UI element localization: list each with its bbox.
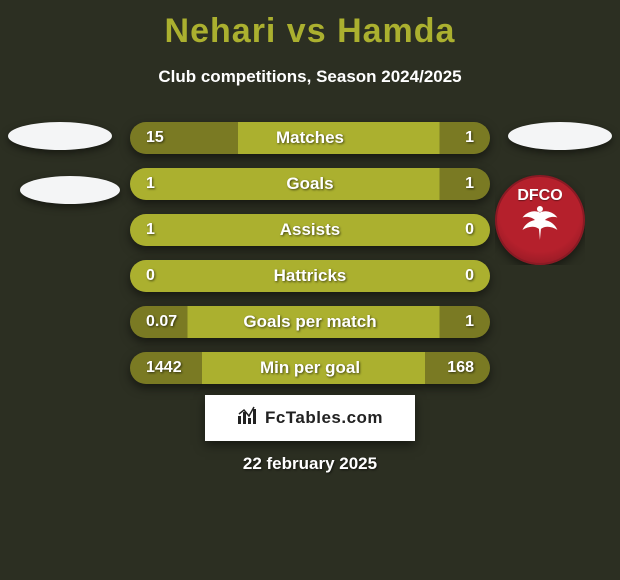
decorative-ellipse (8, 122, 112, 150)
stat-label: Hattricks (200, 266, 420, 286)
stat-row: 0Hattricks0 (130, 260, 490, 292)
stat-row: 15Matches1 (130, 122, 490, 154)
date-text: 22 february 2025 (0, 454, 620, 474)
stat-right-value: 1 (420, 313, 490, 331)
badge-main-text: DFCO (517, 187, 562, 205)
stat-right-value: 1 (420, 129, 490, 147)
fctables-attribution: FcTables.com (205, 395, 415, 441)
stat-left-value: 1 (130, 221, 200, 239)
stat-right-value: 0 (420, 267, 490, 285)
chart-icon (237, 406, 259, 431)
stat-row: 0.07Goals per match1 (130, 306, 490, 338)
stat-row: 1Goals1 (130, 168, 490, 200)
infographic-canvas: Nehari vs Hamda Club competitions, Seaso… (0, 0, 620, 580)
fctables-text: FcTables.com (265, 408, 383, 428)
stat-left-value: 0.07 (130, 313, 200, 331)
stat-right-value: 1 (420, 175, 490, 193)
stat-left-value: 1442 (130, 359, 200, 377)
stat-row: 1Assists0 (130, 214, 490, 246)
page-title: Nehari vs Hamda (0, 0, 620, 51)
stat-row: 1442Min per goal168 (130, 352, 490, 384)
team-badge-right: DFCO (495, 175, 585, 265)
decorative-ellipse (508, 122, 612, 150)
stat-left-value: 0 (130, 267, 200, 285)
badge-circle: DFCO (495, 175, 585, 265)
stat-label: Goals (200, 174, 420, 194)
stat-right-value: 168 (420, 359, 490, 377)
stat-left-value: 1 (130, 175, 200, 193)
stat-label: Matches (200, 128, 420, 148)
stat-right-value: 0 (420, 221, 490, 239)
stat-label: Assists (200, 220, 420, 240)
stat-label: Min per goal (200, 358, 420, 378)
subtitle: Club competitions, Season 2024/2025 (0, 67, 620, 87)
stat-label: Goals per match (200, 312, 420, 332)
stat-left-value: 15 (130, 129, 200, 147)
decorative-ellipse (20, 176, 120, 204)
